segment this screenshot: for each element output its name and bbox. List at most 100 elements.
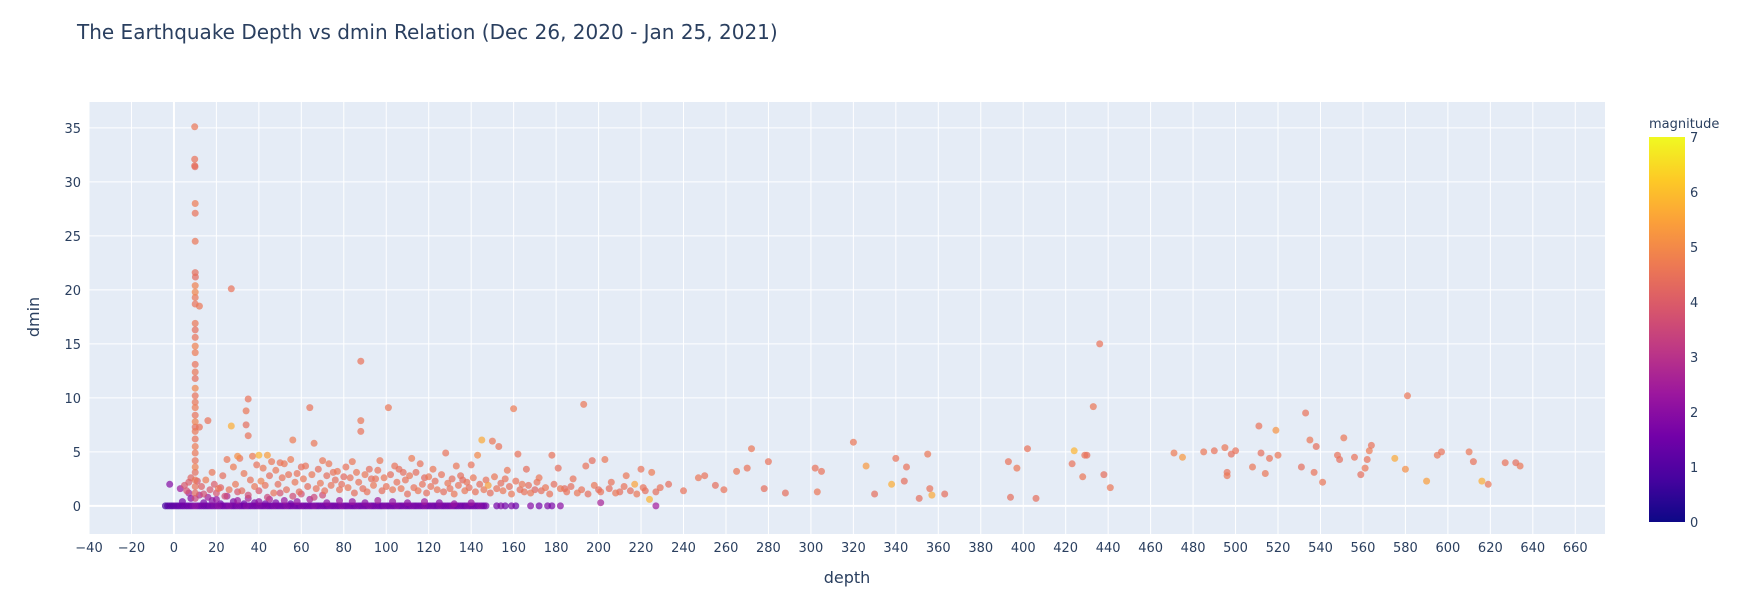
data-point xyxy=(1089,403,1097,411)
data-point xyxy=(242,407,250,415)
data-point xyxy=(567,483,575,490)
data-point xyxy=(1070,447,1078,455)
data-point xyxy=(1367,441,1375,449)
data-point xyxy=(308,471,316,479)
data-point xyxy=(892,454,900,462)
data-point xyxy=(333,467,341,475)
data-point xyxy=(926,485,934,493)
data-point xyxy=(442,449,450,457)
data-point xyxy=(382,483,390,490)
data-point xyxy=(1223,472,1231,480)
x-tick-label: 0 xyxy=(170,541,178,556)
x-tick-label: 20 xyxy=(208,541,225,556)
data-point xyxy=(404,499,411,507)
data-point xyxy=(510,405,518,413)
data-point xyxy=(497,502,505,510)
data-point xyxy=(191,476,199,484)
data-point xyxy=(404,490,411,498)
y-axis-ticks: 0 5 10 15 20 25 30 35 xyxy=(64,122,81,515)
data-point xyxy=(580,400,588,408)
data-point xyxy=(266,472,273,480)
data-point xyxy=(178,498,186,506)
data-point xyxy=(760,485,768,493)
data-point xyxy=(748,445,755,453)
data-point xyxy=(238,487,246,495)
data-point xyxy=(514,450,522,458)
data-point xyxy=(406,472,414,480)
data-point xyxy=(457,472,465,480)
data-point xyxy=(665,480,673,488)
data-point xyxy=(357,417,365,425)
data-point xyxy=(1340,434,1348,442)
data-point xyxy=(191,483,199,490)
data-point xyxy=(433,486,441,494)
x-tick-label: 560 xyxy=(1351,541,1376,556)
data-point xyxy=(1007,493,1014,501)
data-point xyxy=(569,475,577,483)
data-point xyxy=(1433,451,1441,459)
data-point xyxy=(365,465,373,473)
data-point xyxy=(234,452,242,460)
data-point xyxy=(259,464,267,472)
data-point xyxy=(626,487,634,495)
data-point xyxy=(208,468,216,476)
data-point xyxy=(680,487,687,495)
data-point xyxy=(372,502,380,510)
x-tick-label: 240 xyxy=(671,541,696,556)
x-tick-label: 400 xyxy=(1011,541,1036,556)
x-tick-label: 60 xyxy=(293,541,310,556)
data-point xyxy=(323,499,331,507)
data-point xyxy=(495,443,503,450)
data-point xyxy=(319,457,327,465)
data-point xyxy=(183,487,191,495)
x-tick-label: 660 xyxy=(1563,541,1588,556)
data-point xyxy=(191,237,199,245)
data-point xyxy=(191,294,199,301)
data-point xyxy=(438,471,445,479)
data-point xyxy=(408,454,416,462)
colorbar-title: magnitude xyxy=(1649,117,1719,132)
data-point xyxy=(393,502,401,510)
data-point xyxy=(340,473,348,481)
data-point xyxy=(389,486,397,494)
data-point xyxy=(601,456,609,463)
data-point xyxy=(374,497,382,504)
data-point xyxy=(542,484,549,492)
data-point xyxy=(416,460,424,468)
data-point xyxy=(720,486,728,494)
data-point xyxy=(499,487,507,495)
data-point xyxy=(255,487,263,495)
data-point xyxy=(491,473,498,481)
data-point xyxy=(191,404,199,412)
data-point xyxy=(711,481,719,489)
data-point xyxy=(225,502,233,510)
data-point xyxy=(191,326,199,334)
data-point xyxy=(191,468,199,476)
data-point xyxy=(191,368,199,376)
x-tick-label: 120 xyxy=(416,541,441,556)
data-point xyxy=(166,480,174,488)
data-point xyxy=(191,342,199,350)
data-point xyxy=(389,498,397,506)
data-point xyxy=(620,483,628,490)
data-point xyxy=(361,499,369,507)
data-point xyxy=(590,481,598,489)
data-point xyxy=(221,492,229,500)
data-point xyxy=(289,436,297,444)
data-point xyxy=(210,480,218,488)
data-point xyxy=(316,502,324,510)
data-point xyxy=(232,480,239,488)
data-point xyxy=(480,486,488,494)
data-point xyxy=(1334,451,1341,459)
data-point xyxy=(191,200,199,207)
x-tick-label: 600 xyxy=(1435,541,1460,556)
data-point xyxy=(425,473,433,481)
data-points xyxy=(161,123,1524,510)
data-point xyxy=(928,491,936,499)
data-point xyxy=(191,494,199,502)
data-point xyxy=(278,474,286,482)
x-tick-label: 640 xyxy=(1520,541,1545,556)
data-point xyxy=(191,162,199,170)
data-point xyxy=(743,464,751,472)
